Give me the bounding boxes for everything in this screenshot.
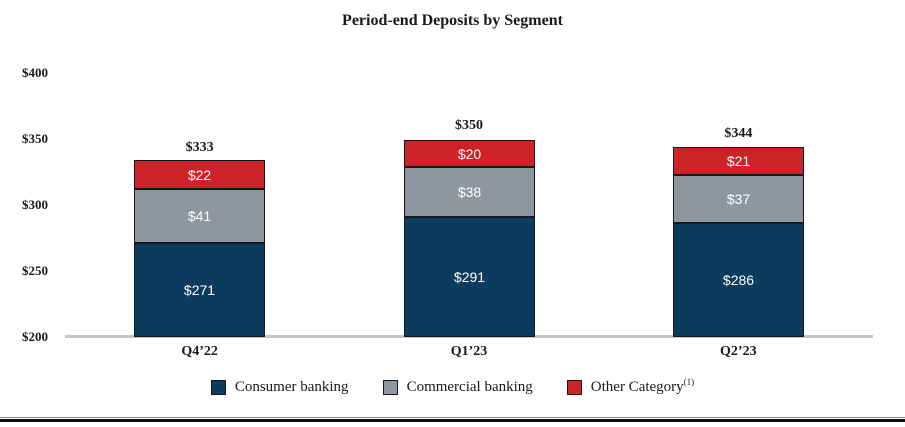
legend-label: Other Category(1) [590, 376, 695, 395]
bar-segment: $38 [404, 166, 535, 217]
segment-value-label: $20 [457, 145, 482, 162]
x-axis-category-label: Q4’22 [181, 344, 218, 359]
segment-value-label: $286 [722, 272, 755, 289]
legend-item: Other Category(1) [566, 376, 695, 396]
segment-value-label: $22 [187, 166, 212, 183]
legend-label: Consumer banking [234, 378, 349, 395]
bar-segment: $21 [673, 146, 804, 175]
segment-value-label: $37 [726, 191, 751, 208]
y-axis-tick-label: $200 [22, 329, 48, 344]
x-axis-category-label: Q1’23 [450, 344, 488, 359]
y-axis-tick-label: $250 [22, 263, 48, 278]
legend-color-swatch [382, 379, 398, 395]
segment-value-label: $271 [183, 282, 216, 299]
segment-value-label: $291 [453, 268, 486, 285]
x-axis-category-label: Q2’23 [720, 344, 757, 359]
legend-footnote-superscript: (1) [683, 376, 695, 387]
bar-total-label: $333 [185, 140, 214, 156]
footer-rule-thin [0, 417, 905, 418]
segment-value-label: $41 [187, 208, 212, 225]
footer-rule-thick [0, 419, 905, 422]
legend-item: Commercial banking [382, 378, 533, 396]
segment-value-label: $21 [726, 152, 751, 169]
bar-segment: $22 [134, 160, 265, 190]
bar-segment: $20 [404, 140, 535, 167]
bar-segment: $271 [134, 243, 265, 337]
bar-total-label: $350 [455, 118, 483, 133]
bar-total-label: $344 [724, 125, 753, 141]
bar-segment: $286 [673, 223, 804, 337]
y-axis-tick-label: $300 [22, 197, 48, 212]
segment-value-label: $38 [457, 183, 482, 200]
y-axis-tick-label: $400 [22, 65, 48, 80]
legend-color-swatch [566, 379, 582, 395]
bar-segment: $291 [404, 216, 535, 337]
legend: Consumer banking Commercial banking Other … [0, 375, 905, 399]
bar-segment: $37 [673, 174, 804, 224]
bar-segment: $41 [134, 189, 265, 244]
legend-color-swatch [210, 379, 226, 395]
chart-title: Period-end Deposits by Segment [342, 12, 563, 29]
legend-item: Consumer banking [210, 378, 349, 396]
legend-label: Commercial banking [406, 378, 533, 395]
y-axis-tick-label: $350 [22, 131, 48, 146]
